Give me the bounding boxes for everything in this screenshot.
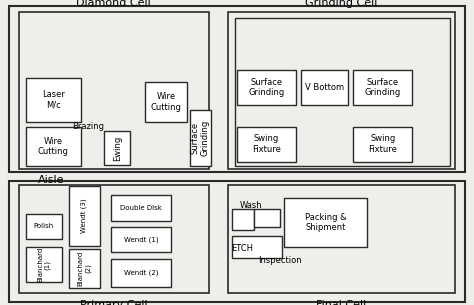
Bar: [111, 227, 171, 252]
Bar: [284, 198, 367, 247]
Bar: [9, 6, 465, 172]
Bar: [26, 247, 62, 282]
Bar: [111, 259, 171, 287]
Bar: [353, 70, 412, 105]
Bar: [9, 181, 465, 302]
Bar: [228, 12, 455, 169]
Text: Surface
Grinding: Surface Grinding: [365, 78, 401, 97]
Text: Wire
Cutting: Wire Cutting: [150, 92, 182, 112]
Text: Blanchard
(1): Blanchard (1): [37, 247, 51, 282]
Text: Laser
M/c: Laser M/c: [42, 90, 65, 109]
Text: Grinding Cell: Grinding Cell: [305, 0, 377, 8]
Text: Wash: Wash: [239, 201, 262, 210]
Bar: [145, 82, 187, 122]
Text: Diamond Cell: Diamond Cell: [76, 0, 151, 8]
Text: Wendt (3): Wendt (3): [81, 199, 87, 233]
Text: Final Cell: Final Cell: [316, 300, 366, 305]
Text: Primary Cell: Primary Cell: [80, 300, 147, 305]
Bar: [254, 209, 280, 227]
Bar: [19, 185, 209, 293]
Bar: [190, 110, 211, 166]
Bar: [26, 78, 81, 122]
Bar: [232, 236, 282, 258]
Text: Double Disk: Double Disk: [120, 205, 162, 211]
Text: Surface
Grinding: Surface Grinding: [191, 120, 210, 156]
Text: Blanchard
(2): Blanchard (2): [77, 251, 91, 286]
Text: Inspection: Inspection: [258, 256, 302, 265]
Bar: [111, 195, 171, 221]
Text: Ewing: Ewing: [113, 135, 122, 160]
Bar: [19, 12, 209, 169]
Bar: [69, 186, 100, 246]
Text: V Bottom: V Bottom: [305, 83, 344, 92]
Bar: [104, 131, 130, 165]
Bar: [26, 127, 81, 166]
Text: Aisle: Aisle: [38, 175, 64, 185]
Bar: [237, 127, 296, 162]
Text: ETCH: ETCH: [231, 244, 253, 253]
Bar: [228, 185, 455, 293]
Text: Brazing: Brazing: [72, 122, 104, 131]
Bar: [237, 70, 296, 105]
Text: Swing
Fixture: Swing Fixture: [252, 135, 281, 154]
Text: Polish: Polish: [34, 224, 54, 229]
Bar: [353, 127, 412, 162]
Text: Wire
Cutting: Wire Cutting: [38, 137, 69, 156]
Bar: [301, 70, 348, 105]
Text: Swing
Fixture: Swing Fixture: [368, 135, 397, 154]
Text: Surface
Grinding: Surface Grinding: [248, 78, 285, 97]
Bar: [232, 209, 254, 230]
Bar: [26, 214, 62, 239]
Text: Wendt (2): Wendt (2): [124, 270, 158, 276]
Bar: [235, 18, 450, 166]
Text: Wendt (1): Wendt (1): [124, 236, 158, 243]
Text: Packing &
Shipment: Packing & Shipment: [305, 213, 346, 232]
Bar: [69, 249, 100, 288]
